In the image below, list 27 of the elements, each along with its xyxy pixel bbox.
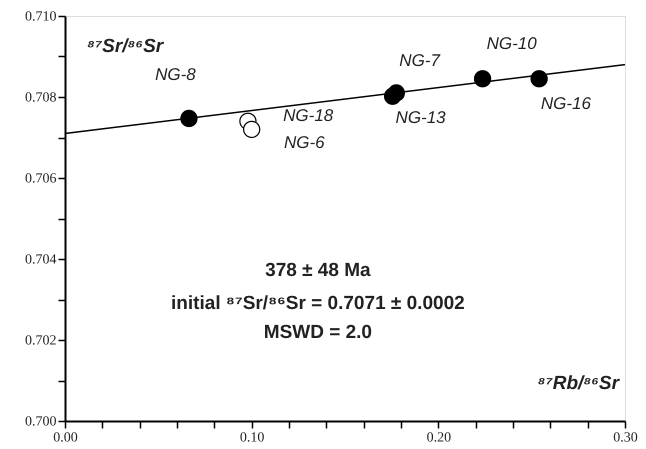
y-tick-label: 0.710	[25, 10, 56, 24]
point	[180, 110, 198, 128]
annotation: NG-8	[155, 65, 196, 84]
annotation: NG-16	[540, 94, 592, 113]
annotation: NG-6	[284, 133, 326, 152]
y-tick-label: 0.700	[25, 414, 56, 430]
x-tick-label: 0.00	[53, 430, 78, 446]
y-axis-title: ⁸⁷Sr/⁸⁶Sr	[87, 36, 165, 57]
annotation: initial ⁸⁷Sr/⁸⁶Sr = 0.7071 ± 0.0002	[171, 293, 465, 314]
point	[530, 70, 548, 88]
annotation: NG-13	[396, 108, 446, 127]
annotation: NG-10	[486, 34, 538, 53]
x-tick-label: 0.10	[240, 430, 264, 446]
y-tick-label: 0.708	[25, 90, 56, 106]
annotation: NG-18	[283, 106, 334, 125]
point	[243, 120, 260, 138]
annotation: NG-7	[399, 51, 440, 70]
x-tick-label: 0.30	[613, 430, 638, 446]
y-tick-label: 0.706	[25, 172, 56, 186]
annotation: 378 ± 48 Ma	[265, 260, 372, 281]
y-tick-label: 0.702	[25, 334, 56, 348]
annotation: MSWD = 2.0	[264, 322, 372, 343]
x-tick-label: 0.20	[426, 430, 452, 446]
y-tick-label: 0.704	[25, 252, 56, 268]
x-axis-title: ⁸⁷Rb/⁸⁶Sr	[538, 373, 621, 394]
point	[388, 84, 405, 102]
point	[474, 70, 492, 88]
